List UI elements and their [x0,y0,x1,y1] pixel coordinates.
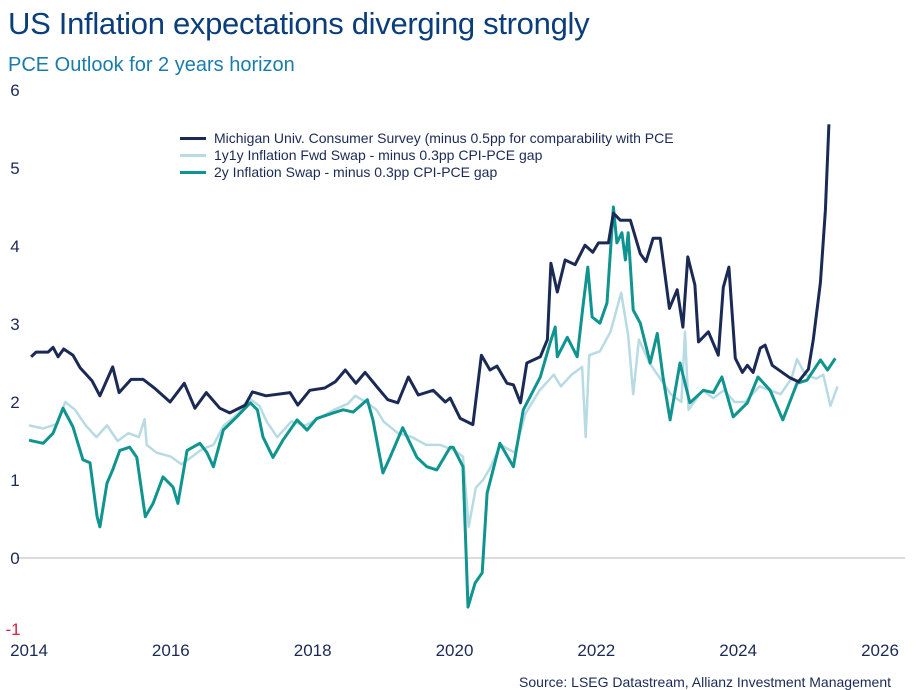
chart-title: US Inflation expectations diverging stro… [8,6,590,41]
y-tick-label: 4 [10,237,19,256]
swap-2y-line [28,205,837,609]
swap-1y1y-line [28,291,839,529]
x-tick-label: 2016 [152,641,190,660]
legend-label: Michigan Univ. Consumer Survey (minus 0.… [214,130,674,146]
y-axis: 6 5 4 3 2 1 0 -1 [5,81,20,639]
series-lines [28,124,839,609]
michigan-survey-line [30,124,831,427]
legend-swatch [180,137,206,140]
y-tick-label: -1 [5,620,20,639]
y-tick-label: 1 [10,471,19,490]
legend-label: 2y Inflation Swap - minus 0.3pp CPI-PCE … [214,164,498,180]
legend-item-2y-swap: 2y Inflation Swap - minus 0.3pp CPI-PCE … [180,164,674,181]
legend-swatch [180,154,206,157]
y-tick-label: 5 [10,159,19,178]
x-tick-label: 2018 [294,641,332,660]
y-tick-label: 0 [10,549,19,568]
y-tick-label: 3 [10,315,19,334]
legend-item-michigan: Michigan Univ. Consumer Survey (minus 0.… [180,130,674,147]
y-tick-label: 2 [10,393,19,412]
x-axis: 2014 2016 2018 2020 2022 2024 2026 [10,641,899,660]
legend-label: 1y1y Inflation Fwd Swap - minus 0.3pp CP… [214,147,543,163]
legend: Michigan Univ. Consumer Survey (minus 0.… [180,130,674,181]
chart-subtitle: PCE Outlook for 2 years horizon [8,54,295,76]
x-tick-label: 2024 [719,641,757,660]
source-note: Source: LSEG Datastream, Allianz Investm… [519,674,891,690]
x-tick-label: 2026 [861,641,899,660]
y-tick-label: 6 [10,81,19,100]
legend-swatch [180,171,206,174]
legend-item-1y1y-swap: 1y1y Inflation Fwd Swap - minus 0.3pp CP… [180,147,674,164]
x-tick-label: 2020 [436,641,474,660]
x-tick-label: 2014 [10,641,48,660]
x-tick-label: 2022 [577,641,615,660]
